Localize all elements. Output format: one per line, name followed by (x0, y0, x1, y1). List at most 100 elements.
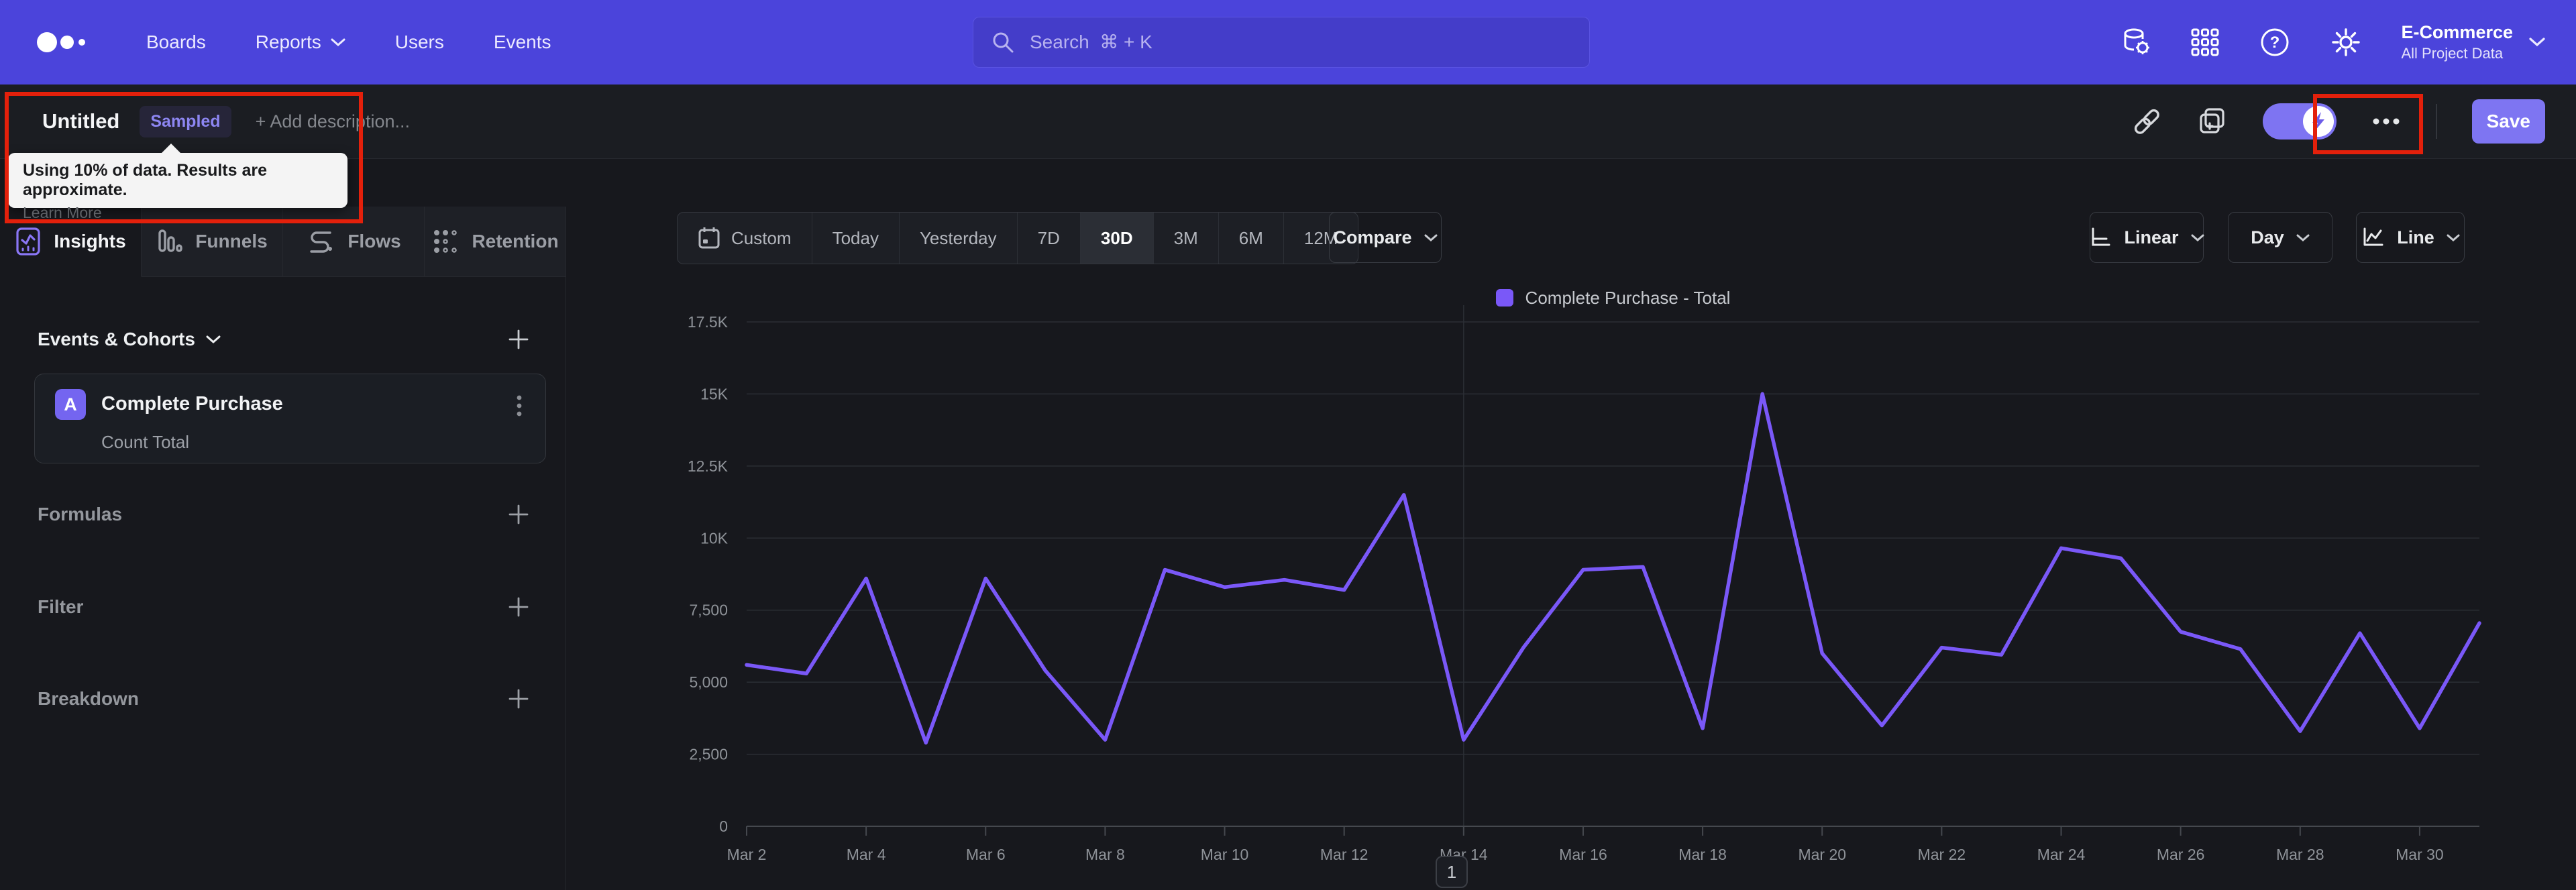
query-sidebar: Insights Funnels Flows (0, 207, 566, 890)
svg-text:?: ? (2270, 34, 2280, 52)
share-link-icon[interactable] (2131, 106, 2162, 137)
tooltip-arrow (161, 144, 181, 154)
range-6m[interactable]: 6M (1219, 213, 1284, 264)
svg-text:Mar 2: Mar 2 (727, 846, 767, 863)
chart-type-dropdown[interactable]: Line (2356, 212, 2465, 263)
legend-label: Complete Purchase - Total (1525, 287, 1731, 308)
event-aggregation[interactable]: Count Total (101, 432, 190, 452)
search-icon (991, 30, 1015, 54)
mixpanel-logo-icon[interactable] (35, 29, 99, 56)
compare-label: Compare (1333, 227, 1412, 247)
data-management-icon[interactable] (2121, 27, 2151, 58)
line-chart-icon (2361, 226, 2385, 249)
granularity-dropdown[interactable]: Day (2228, 212, 2332, 263)
range-yesterday[interactable]: Yesterday (900, 213, 1018, 264)
nav-item-label: Events (493, 32, 551, 52)
svg-text:Mar 20: Mar 20 (1798, 846, 1846, 863)
tab-flows[interactable]: Flows (283, 207, 425, 276)
event-name[interactable]: Complete Purchase (101, 393, 283, 414)
nav-item-label: Boards (146, 32, 206, 52)
tab-label: Insights (54, 231, 126, 252)
events-cohorts-title[interactable]: Events & Cohorts (38, 329, 221, 350)
chevron-down-icon (2447, 233, 2460, 242)
tab-label: Funnels (195, 231, 268, 252)
svg-text:0: 0 (719, 818, 728, 835)
chart-type-label: Line (2397, 227, 2434, 247)
tab-retention[interactable]: Retention (425, 207, 566, 276)
calendar-icon (698, 226, 720, 250)
project-selector[interactable]: E-Commerce All Project Data (2401, 21, 2545, 62)
help-icon[interactable]: ? (2259, 26, 2291, 58)
formulas-section: Formulas (0, 493, 566, 536)
compare-dropdown[interactable]: Compare (1329, 212, 1442, 263)
add-event-button[interactable] (504, 325, 533, 354)
svg-text:Mar 12: Mar 12 (1320, 846, 1368, 863)
save-button[interactable]: Save (2471, 99, 2545, 144)
sampling-toggle[interactable] (2262, 103, 2337, 140)
more-options-icon[interactable] (2371, 117, 2401, 126)
svg-text:Mar 22: Mar 22 (1918, 846, 1966, 863)
svg-text:12.5K: 12.5K (688, 457, 729, 475)
tooltip-text: Using 10% of data. Results are approxima… (23, 161, 268, 199)
report-title-bar: Untitled Sampled + Add description... (0, 85, 2576, 159)
report-title[interactable]: Untitled (42, 109, 120, 133)
range-label: 6M (1238, 227, 1263, 248)
project-selector-text: E-Commerce All Project Data (2401, 21, 2513, 62)
svg-text:Mar 16: Mar 16 (1559, 846, 1607, 863)
nav-item-boards[interactable]: Boards (146, 32, 206, 53)
report-tabs: Insights Funnels Flows (0, 207, 566, 277)
svg-text:7,500: 7,500 (689, 602, 728, 619)
divider (2435, 104, 2437, 139)
range-label: Custom (731, 227, 792, 248)
scale-dropdown[interactable]: Linear (2090, 212, 2204, 263)
svg-text:2,500: 2,500 (689, 746, 728, 763)
nav-item-label: Reports (255, 32, 321, 52)
range-label: Yesterday (919, 227, 997, 248)
svg-text:Mar 8: Mar 8 (1085, 846, 1125, 863)
retention-icon (431, 227, 460, 256)
settings-gear-icon[interactable] (2330, 26, 2362, 58)
learn-more-link[interactable]: Learn More (23, 204, 102, 221)
line-chart-canvas[interactable]: 0 2,500 5,000 7,500 10K 12.5K 15K 17.5K Mar 2 Mar… (671, 288, 2576, 885)
linear-axis-icon (2089, 226, 2112, 249)
event-options-icon[interactable] (508, 394, 531, 417)
formulas-title: Formulas (38, 504, 123, 524)
range-label: 30D (1100, 227, 1133, 248)
funnels-icon (156, 227, 183, 256)
svg-text:17.5K: 17.5K (688, 313, 729, 331)
range-7d[interactable]: 7D (1018, 213, 1081, 264)
add-description[interactable]: + Add description... (255, 111, 410, 131)
scale-label: Linear (2124, 227, 2179, 247)
add-breakdown-button[interactable] (504, 684, 533, 714)
add-filter-button[interactable] (504, 592, 533, 622)
global-search[interactable] (973, 17, 1590, 68)
add-formula-button[interactable] (504, 500, 533, 529)
range-label: 3M (1173, 227, 1198, 248)
nav-item-label: Users (394, 32, 444, 52)
range-30d[interactable]: 30D (1080, 213, 1154, 264)
svg-text:10K: 10K (700, 529, 729, 547)
range-12m[interactable]: 12M (1284, 213, 1358, 264)
event-card-complete-purchase[interactable]: A Complete Purchase Count Total (34, 374, 546, 463)
nav-item-events[interactable]: Events (494, 32, 551, 53)
range-label: 12M (1303, 227, 1338, 248)
tab-insights[interactable]: Insights (0, 207, 142, 277)
chart-legend: Complete Purchase - Total (747, 285, 2479, 311)
add-to-board-icon[interactable] (2197, 106, 2228, 137)
sampled-badge[interactable]: Sampled (140, 105, 231, 137)
nav-item-users[interactable]: Users (395, 32, 444, 53)
pagination-page-1[interactable]: 1 (1436, 856, 1468, 888)
apps-grid-icon[interactable] (2190, 27, 2220, 57)
date-range-selector: Custom Today Yesterday 7D 30D 3M 6M 12M (677, 212, 1359, 264)
range-today[interactable]: Today (812, 213, 900, 264)
range-3m[interactable]: 3M (1154, 213, 1219, 264)
tab-funnels[interactable]: Funnels (142, 207, 283, 276)
svg-text:Mar 6: Mar 6 (966, 846, 1006, 863)
top-navigation: Boards Reports Users Events (0, 0, 2576, 85)
nav-item-reports[interactable]: Reports (256, 32, 345, 53)
range-custom[interactable]: Custom (678, 213, 812, 264)
project-scope: All Project Data (2401, 45, 2504, 62)
search-input[interactable] (1028, 31, 1572, 54)
chevron-down-icon (2191, 233, 2204, 242)
svg-text:Mar 4: Mar 4 (847, 846, 886, 863)
